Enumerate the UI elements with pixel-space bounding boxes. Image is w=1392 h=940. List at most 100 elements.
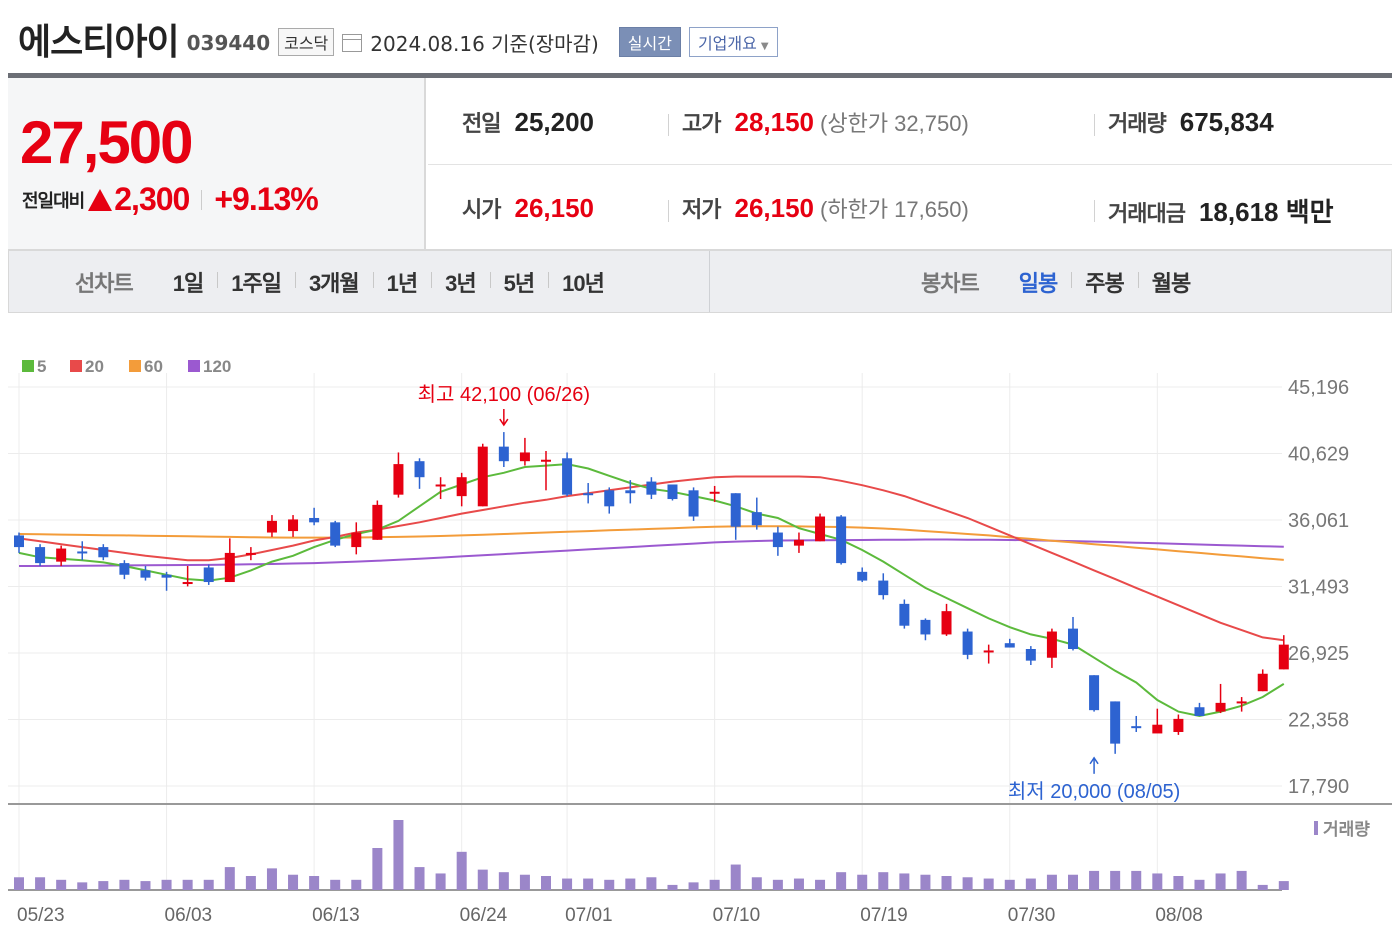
candle-body (751, 512, 762, 526)
stock-code: 039440 (186, 31, 271, 55)
candle-body (1046, 631, 1057, 658)
candle-body (730, 493, 741, 527)
candle-body (899, 603, 910, 626)
volume-bar (667, 884, 678, 890)
price-change: 전일대비 2,300 +9.13% (22, 181, 319, 218)
candle-body (1278, 644, 1289, 670)
candle-chart-group: 봉차트 일봉 주봉 월봉 (921, 251, 1204, 313)
candle-body (667, 484, 678, 500)
volume-bar (14, 877, 24, 890)
open-label: 시가 (462, 197, 501, 222)
candle-chart-label: 봉차트 (921, 271, 980, 296)
high-value: 28,150 (734, 107, 815, 137)
volume-bar (793, 878, 804, 890)
legend-label: 5 (37, 357, 46, 376)
company-overview-label: 기업개요 (697, 34, 757, 53)
period-3m[interactable]: 3개월 (294, 266, 373, 298)
volume-value: 675,834 (1179, 107, 1274, 137)
y-tick-label: 40,629 (1288, 444, 1349, 466)
candle-body (1257, 673, 1268, 692)
candle-body (1068, 628, 1078, 650)
candle-body (393, 464, 404, 495)
x-tick-label: 07/10 (713, 905, 761, 926)
volume-bar (1068, 874, 1078, 890)
candle-monthly[interactable]: 월봉 (1137, 266, 1204, 298)
volume: 거래량 675,834 (1094, 106, 1274, 138)
y-tick-label: 36,061 (1288, 510, 1349, 532)
line-chart-label: 선차트 (75, 271, 134, 296)
volume-bar (751, 877, 762, 890)
candle-weekly[interactable]: 주봉 (1071, 266, 1137, 298)
change-percent: +9.13% (214, 181, 318, 217)
price-chart[interactable]: 45,196 40,629 36,061 31,493 26,925 22,358 17,7… (0, 313, 1392, 940)
volume-bar (1173, 876, 1184, 890)
volume-bar (562, 878, 573, 890)
volume-bar (962, 877, 973, 890)
chevron-down-icon: ▼ (760, 41, 769, 52)
period-1w[interactable]: 1주일 (217, 266, 295, 298)
period-5y[interactable]: 5년 (489, 266, 548, 298)
open-value: 26,150 (514, 193, 595, 223)
period-10y[interactable]: 10년 (548, 266, 618, 298)
volume-bar (435, 873, 446, 890)
volume-bar (1257, 884, 1268, 890)
legend-swatch (188, 360, 200, 372)
y-tick-label: 22,358 (1288, 710, 1349, 732)
volume-bar (604, 879, 615, 890)
candle-body (1004, 643, 1015, 648)
candle-body (203, 567, 214, 583)
candlestick-chart-svg[interactable]: 45,196 40,629 36,061 31,493 26,925 22,358 17,7… (0, 313, 1392, 940)
period-3y[interactable]: 3년 (431, 266, 489, 298)
low-price: 저가 26,150 (하한가 17,650) (668, 192, 969, 224)
candle-body (182, 582, 193, 585)
volume-bar (836, 872, 847, 890)
volume-bar (140, 881, 151, 890)
chart-toolbar: 선차트 1일 1주일 3개월 1년 3년 5년 10년 봉차트 일봉 주봉 월봉 (8, 251, 1392, 313)
candle-body (35, 547, 46, 564)
candle-body (77, 551, 88, 554)
x-tick-label: 07/01 (565, 905, 613, 926)
volume-bar (878, 872, 889, 890)
candle-body (456, 477, 467, 497)
calendar-icon (342, 34, 363, 52)
volume-bar (161, 879, 172, 890)
volume-bar (77, 882, 88, 890)
stock-header: 에스티아이 039440 코스닥 2024.08.16 기준(장마감) 실시간 … (18, 8, 778, 70)
candle-body (583, 493, 594, 496)
volume-bar (1110, 870, 1121, 890)
candle-body (772, 532, 783, 548)
volume-bar (857, 874, 868, 890)
volume-bar (1089, 870, 1100, 890)
quote-details: 전일 25,200 고가 28,150 (상한가 32,750) 거래량 675… (428, 78, 1392, 249)
volume-bar (98, 881, 109, 890)
candle-body (1025, 649, 1036, 661)
legend-label: 20 (85, 357, 104, 376)
volume-bar (1131, 870, 1142, 890)
candle-body (14, 535, 24, 548)
x-tick-label: 06/03 (165, 905, 213, 926)
y-tick-label: 45,196 (1288, 377, 1349, 399)
period-1d[interactable]: 1일 (172, 271, 204, 296)
y-tick-label: 17,790 (1288, 776, 1349, 798)
cell-separator (668, 114, 669, 136)
candle-body (477, 446, 488, 507)
volume-bar (1004, 879, 1015, 890)
company-overview-button[interactable]: 기업개요 ▼ (688, 27, 778, 57)
upper-limit: (상한가 32,750) (820, 111, 969, 136)
volume-legend-swatch (1314, 821, 1318, 835)
period-1y[interactable]: 1년 (372, 266, 431, 298)
volume-bar (1215, 873, 1226, 890)
y-tick-label: 26,925 (1288, 643, 1349, 665)
volume-bar (1025, 878, 1036, 890)
realtime-button[interactable]: 실시간 (618, 27, 681, 57)
prev-close-value: 25,200 (514, 107, 595, 137)
volume-bar (351, 879, 362, 890)
ma60-line (18, 525, 1284, 561)
candle-body (1089, 675, 1100, 711)
candle-body (519, 452, 530, 462)
volume-bar (288, 874, 299, 890)
candle-body (288, 519, 299, 532)
candle-daily[interactable]: 일봉 (1018, 271, 1058, 296)
change-amount: 2,300 (114, 181, 190, 217)
candle-body (266, 520, 277, 533)
